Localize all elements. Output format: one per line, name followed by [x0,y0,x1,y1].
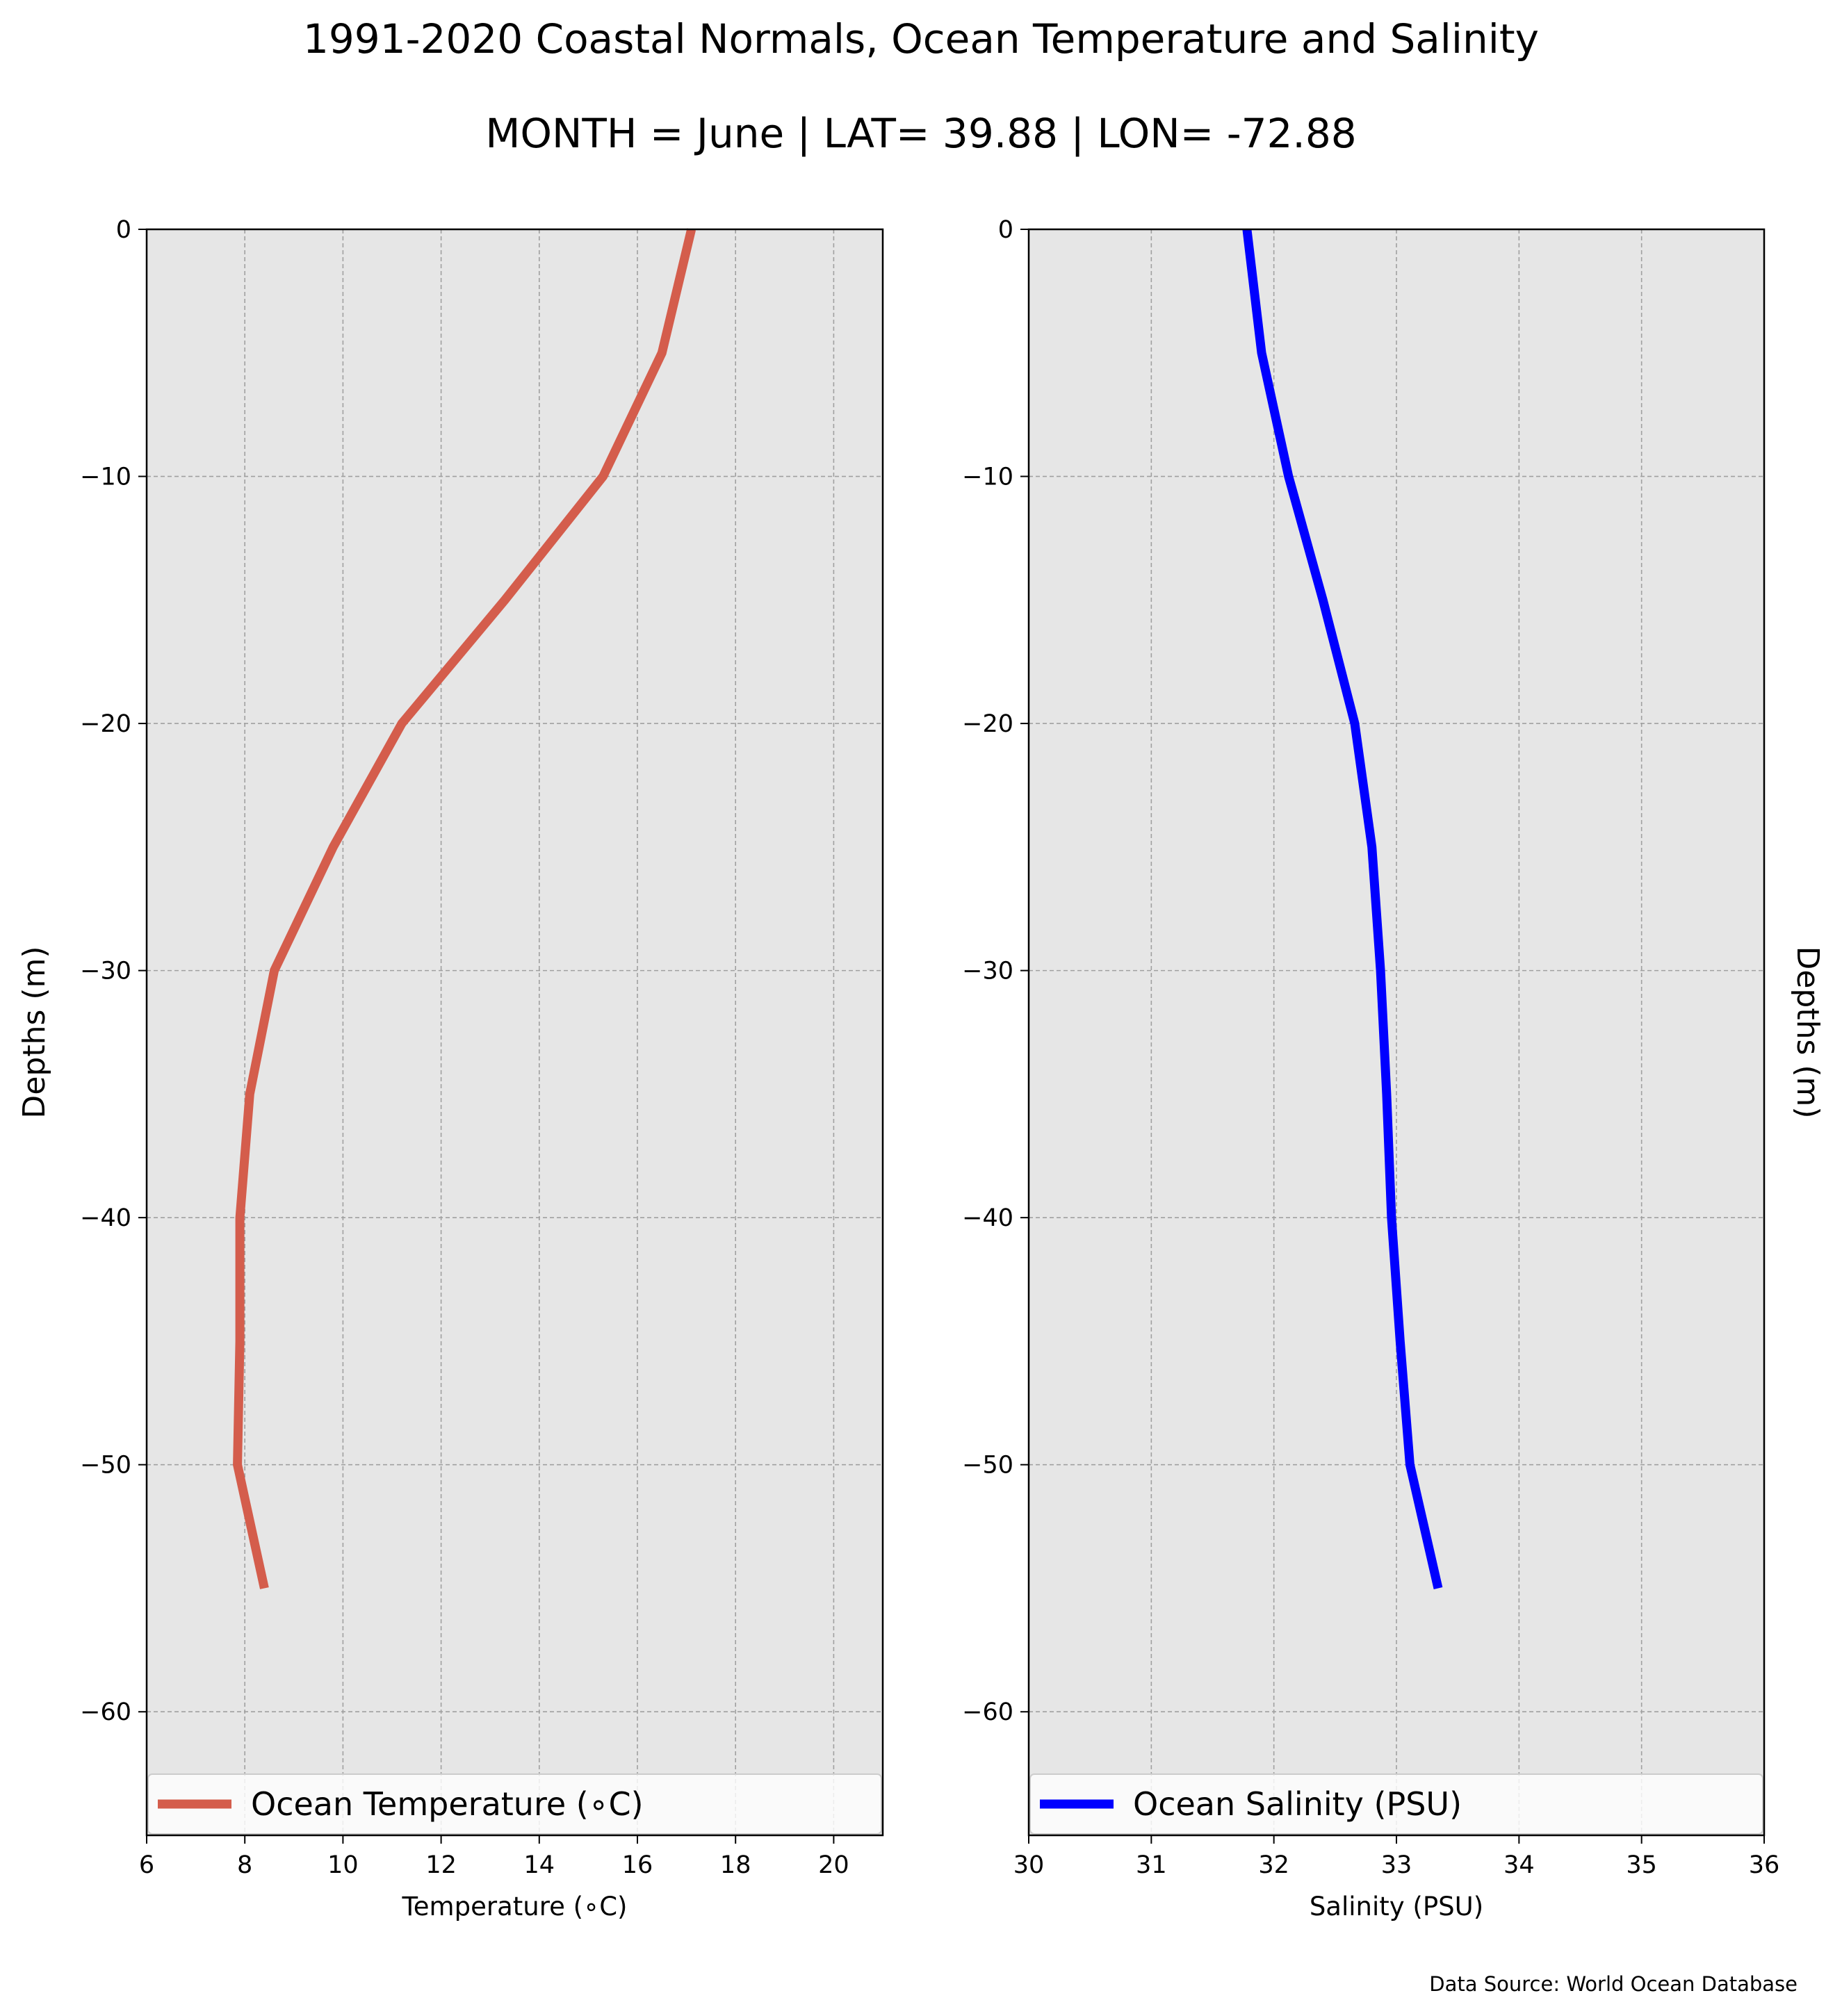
legend-salinity: Ocean Salinity (PSU) [1029,1773,1763,1835]
y-tick-label: −60 [962,1698,1013,1726]
x-tick-label: 36 [1749,1851,1780,1879]
y-tick-label: 0 [998,216,1013,244]
y-tick-label: −50 [962,1452,1013,1480]
x-tick-label: 32 [1258,1851,1289,1879]
y-tick-label: −40 [962,1204,1013,1232]
legend-box [1029,1773,1763,1835]
y-tick-label: −10 [962,464,1013,491]
legend-box [147,1773,882,1835]
x-axis-label: Salinity (PSU) [1310,1892,1483,1921]
x-tick-label: 35 [1626,1851,1657,1879]
x-tick-label: 33 [1381,1851,1412,1879]
series-line-salinity [1242,229,1443,1589]
salinity-panel: Ocean Salinity (PSU) 30 31 32 33 34 35 36 0 −10 −2… [962,216,1825,1921]
y-axis-label: Depths (m) [17,946,52,1118]
x-tick-label: 16 [622,1851,653,1879]
y-tick-label: −60 [80,1698,131,1726]
axes-frame-temperature [145,228,884,1837]
temperature-panel: Ocean Temperature (∘C) 6 8 10 12 14 16 18 20 0 −10… [17,216,884,1921]
legend-temperature: Ocean Temperature (∘C) [147,1773,882,1835]
x-tick-label: 8 [237,1851,252,1879]
legend-label: Ocean Temperature (∘C) [251,1785,644,1823]
y-tick-label: −30 [962,958,1013,985]
chart-subtitle: MONTH = June | LAT= 39.88 | LON= -72.88 [485,110,1357,157]
y-tick-label: 0 [116,216,131,244]
y-tick-label: −30 [80,958,131,985]
chart-title: 1991-2020 Coastal Normals, Ocean Tempera… [303,15,1539,63]
y-tick-label: −20 [80,710,131,738]
y-tick-label: −20 [962,710,1013,738]
series-line-temperature [233,228,696,1589]
x-tick-label: 20 [818,1851,849,1879]
x-axis-label: Temperature (∘C) [401,1892,627,1921]
x-tick-label: 6 [139,1851,154,1879]
data-source-note: Data Source: World Ocean Database [1429,1972,1798,1996]
x-tick-label: 30 [1013,1851,1045,1879]
x-tick-label: 34 [1503,1851,1535,1879]
y-tick-label: −40 [80,1204,131,1232]
y-axis-label: Depths (m) [1790,946,1825,1118]
x-tick-label: 31 [1136,1851,1167,1879]
y-tick-label: −10 [80,464,131,491]
legend-label: Ocean Salinity (PSU) [1133,1785,1462,1823]
x-tick-label: 10 [327,1851,359,1879]
y-tick-label: −50 [80,1452,131,1480]
plot-area-temperature [147,229,883,1835]
x-tick-label: 12 [425,1851,457,1879]
x-tick-label: 18 [720,1851,751,1879]
x-tick-label: 14 [524,1851,555,1879]
